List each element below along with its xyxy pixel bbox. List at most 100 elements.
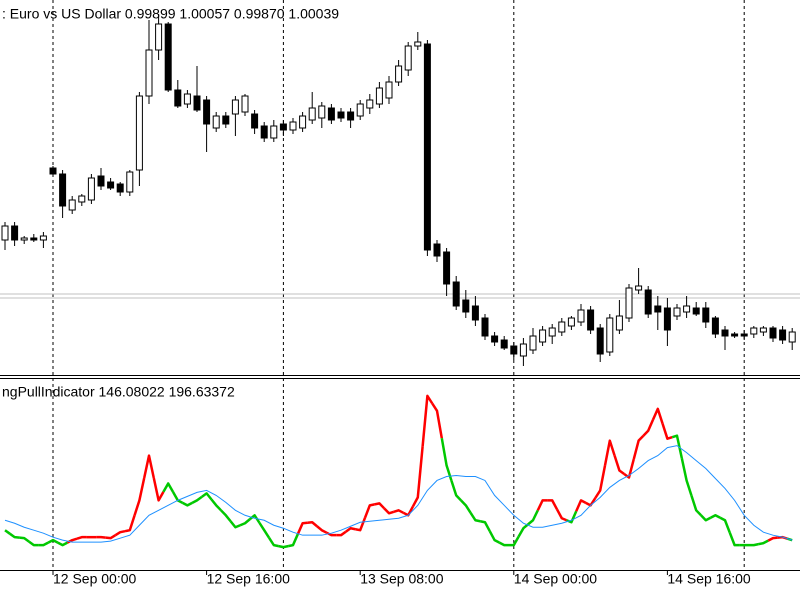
indicator-segment xyxy=(258,522,271,539)
candle-body xyxy=(414,41,422,47)
indicator-segment xyxy=(479,520,491,532)
candle-body xyxy=(222,115,230,125)
candle-body xyxy=(145,49,153,97)
indicator-segment xyxy=(651,407,664,425)
candle-body xyxy=(663,307,671,331)
candle-body xyxy=(452,281,460,307)
candle-body xyxy=(135,95,143,171)
candle-body xyxy=(87,177,95,201)
candle-body xyxy=(251,113,259,129)
indicator-segment xyxy=(28,540,39,547)
candle-body xyxy=(395,65,403,83)
indicator-segment xyxy=(249,514,261,524)
indicator-segment xyxy=(517,523,529,538)
candle-body xyxy=(212,115,220,129)
indicator-segment xyxy=(431,402,444,439)
candle-body xyxy=(519,343,527,357)
candle-body xyxy=(740,333,748,337)
candle-body xyxy=(711,317,719,335)
indicator-segment xyxy=(336,530,347,537)
candle-body xyxy=(59,173,67,207)
indicator-segment xyxy=(363,503,375,519)
candle-body xyxy=(721,329,729,337)
candle-body xyxy=(558,321,566,333)
indicator-segment xyxy=(124,514,136,533)
candle-body xyxy=(481,317,489,337)
x-tick-label: 13 Sep 08:00 xyxy=(360,571,444,587)
candle-body xyxy=(548,327,556,337)
candle-body xyxy=(510,345,518,355)
candle-body xyxy=(683,305,691,313)
candle-body xyxy=(1,225,9,241)
chart-title: : Euro vs US Dollar 0.99899 1.00057 0.99… xyxy=(2,6,339,22)
indicator-segment xyxy=(47,538,59,544)
candle-body xyxy=(260,125,268,139)
candle-body xyxy=(231,99,239,115)
candle-body xyxy=(750,327,758,335)
indicator-segment xyxy=(162,482,175,493)
indicator-segment xyxy=(345,526,356,533)
indicator-segment xyxy=(239,518,251,527)
indicator-segment xyxy=(460,499,472,514)
indicator-segment xyxy=(671,434,684,459)
indicator-segment xyxy=(661,423,673,440)
candle-body xyxy=(673,307,681,317)
candle-body xyxy=(270,125,278,139)
indicator-segment xyxy=(421,394,434,447)
indicator-segment xyxy=(555,508,568,522)
indicator-segment xyxy=(296,521,308,535)
candle-body xyxy=(433,243,441,257)
indicator-segment xyxy=(267,536,279,548)
indicator-segment xyxy=(9,532,20,539)
candle-body xyxy=(97,175,105,187)
candle-body xyxy=(49,167,57,175)
indicator-segment xyxy=(690,495,702,517)
candle-body xyxy=(788,331,796,343)
x-tick-label: 12 Sep 16:00 xyxy=(207,571,291,587)
candle-body xyxy=(404,45,412,71)
candle-body xyxy=(539,329,547,343)
indicator-segment xyxy=(719,516,731,534)
indicator-segment xyxy=(728,532,740,547)
candle-body xyxy=(462,299,470,313)
x-tick-label: 14 Sep 00:00 xyxy=(514,571,598,587)
signal-line xyxy=(4,445,793,543)
candle-body xyxy=(327,107,335,121)
candle-body xyxy=(567,317,575,327)
indicator-segment xyxy=(767,536,778,542)
candle-body xyxy=(68,199,76,211)
candle-body xyxy=(116,183,124,193)
indicator-segment xyxy=(603,439,616,466)
indicator-segment xyxy=(114,529,126,537)
indicator-segment xyxy=(527,509,539,526)
candle-body xyxy=(587,309,595,331)
candle-body xyxy=(337,111,345,119)
candle-body xyxy=(347,111,355,121)
indicator-segment xyxy=(509,536,520,547)
indicator-segment xyxy=(411,446,424,507)
candle-body xyxy=(30,237,38,241)
candle-body xyxy=(692,307,700,315)
candle-body xyxy=(769,327,777,339)
candle-body xyxy=(241,95,249,113)
indicator-segment xyxy=(488,530,500,544)
indicator-segment xyxy=(210,498,222,512)
indicator-segment xyxy=(4,529,11,535)
indicator-segment xyxy=(498,541,509,547)
indicator-segment xyxy=(383,507,395,515)
candle-body xyxy=(39,235,47,241)
candle-body xyxy=(155,23,163,51)
indicator-segment xyxy=(547,499,559,510)
candle-body xyxy=(731,333,739,337)
indicator-segment xyxy=(201,492,213,501)
indicator-segment xyxy=(393,509,404,514)
indicator-segment xyxy=(632,434,645,460)
indicator-segment xyxy=(613,455,625,476)
candle-body xyxy=(164,23,172,91)
candle-body xyxy=(529,335,537,351)
candle-body xyxy=(203,99,211,125)
indicator-segment xyxy=(536,499,548,511)
indicator-segment xyxy=(642,419,655,437)
indicator-segment xyxy=(374,502,386,510)
candle-body xyxy=(491,335,499,343)
